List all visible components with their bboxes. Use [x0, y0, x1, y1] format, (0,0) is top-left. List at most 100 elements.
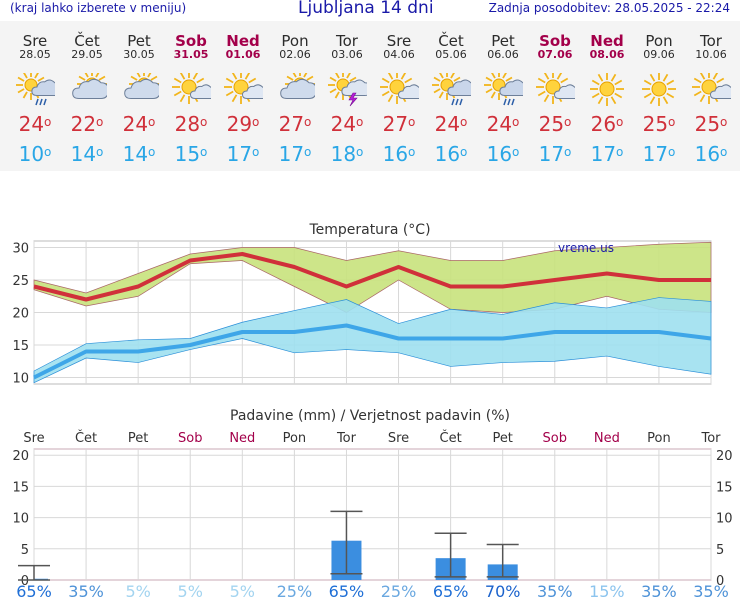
sun-cloud-rain-icon — [484, 73, 523, 106]
sun-cloud-rain-icon — [16, 73, 55, 106]
y-tick-label: 5 — [21, 543, 29, 558]
max-temperature: 24o — [122, 112, 156, 136]
sun-small-cloud-icon — [224, 73, 263, 104]
min-temperature: 16o — [382, 142, 416, 166]
day-date: 31.05 — [173, 48, 209, 61]
top-bar: (kraj lahko izberete v meniju) Ljubljana… — [0, 0, 740, 21]
precipitation-probability: 5% — [178, 582, 203, 600]
watermark: vreme.us — [558, 241, 614, 255]
day-name: Tor — [700, 32, 722, 50]
precipitation-probability: 35% — [693, 582, 729, 600]
day-name: Pon — [281, 32, 309, 50]
min-temperature-range-band — [33, 297, 712, 384]
day-column: Sob 07.06 25o 17o — [529, 21, 581, 171]
precipitation-probability: 35% — [641, 582, 677, 600]
y-tick-label-right: 0 — [716, 574, 724, 589]
precipitation-probability: 65% — [433, 582, 469, 600]
day-date: 01.06 — [225, 48, 261, 61]
daily-forecast-panel: Sre 28.05 24o 10o Čet 29.05 22o 14o Pet 30.05 24o 1… — [0, 21, 740, 171]
day-date: 10.06 — [695, 48, 727, 61]
day-date: 06.06 — [487, 48, 519, 61]
y-tick-label: 25 — [12, 274, 29, 289]
day-date: 07.06 — [537, 48, 573, 61]
last-updated: Zadnja posodobitev: 28.05.2025 - 22:24 — [488, 1, 730, 15]
day-column: Tor 10.06 25o 16o — [685, 21, 737, 171]
min-temperature: 14o — [70, 142, 104, 166]
max-temperature: 27o — [382, 112, 416, 136]
x-category-label: Pon — [283, 431, 307, 446]
day-name: Ned — [590, 32, 624, 50]
day-date: 29.05 — [71, 48, 103, 61]
location-menu-hint[interactable]: (kraj lahko izberete v meniju) — [10, 1, 187, 15]
min-temperature: 17o — [590, 142, 624, 166]
day-date: 03.06 — [331, 48, 363, 61]
max-temperature: 25o — [642, 112, 676, 136]
x-category-label: Sre — [23, 431, 44, 446]
precipitation-probability: 15% — [589, 582, 625, 600]
precipitation-probability: 70% — [485, 582, 521, 600]
day-name: Pon — [645, 32, 673, 50]
day-name: Pet — [491, 32, 515, 50]
y-tick-label: 20 — [12, 307, 29, 322]
min-temperature: 14o — [122, 142, 156, 166]
x-category-label: Pet — [492, 431, 512, 446]
precipitation-probability: 25% — [277, 582, 313, 600]
y-tick-label-right: 15 — [716, 480, 733, 495]
y-tick-label-right: 20 — [716, 449, 733, 464]
x-category-label: Sob — [543, 431, 567, 446]
day-column: Pet 30.05 24o 14o — [113, 21, 165, 171]
x-category-label: Pon — [647, 431, 671, 446]
y-tick-label: 10 — [12, 372, 29, 387]
sun-cloud-icon — [124, 73, 159, 99]
sun-cloud-icon — [280, 73, 315, 99]
day-date: 30.05 — [123, 48, 155, 61]
sun-cloud-rain-icon — [432, 73, 471, 106]
day-column: Ned 01.06 29o 17o — [217, 21, 269, 171]
day-column: Sre 04.06 27o 16o — [373, 21, 425, 171]
day-column: Tor 03.06 24o 18o — [321, 21, 373, 171]
min-temperature: 17o — [642, 142, 676, 166]
day-name: Sob — [539, 32, 571, 50]
precipitation-probability: 65% — [329, 582, 365, 600]
sun-icon — [642, 73, 676, 106]
day-name: Pet — [127, 32, 151, 50]
precipitation-probability: 35% — [68, 582, 104, 600]
precipitation-probability: 35% — [537, 582, 573, 600]
day-name: Sre — [386, 32, 412, 50]
max-temperature: 24o — [330, 112, 364, 136]
sun-cloud-icon — [72, 73, 107, 99]
day-date: 02.06 — [279, 48, 311, 61]
y-tick-label: 20 — [12, 449, 29, 464]
max-temperature: 24o — [434, 112, 468, 136]
min-temperature: 18o — [330, 142, 364, 166]
x-category-label: Sre — [388, 431, 409, 446]
min-temperature: 16o — [694, 142, 728, 166]
sun-icon — [590, 73, 624, 106]
min-temperature: 15o — [174, 142, 208, 166]
min-temperature: 17o — [226, 142, 260, 166]
max-temperature: 27o — [278, 112, 312, 136]
max-temperature: 25o — [538, 112, 572, 136]
min-temperature: 17o — [538, 142, 572, 166]
day-name: Tor — [336, 32, 358, 50]
min-temperature: 16o — [486, 142, 520, 166]
sun-small-cloud-icon — [536, 73, 575, 104]
day-name: Sre — [22, 32, 48, 50]
day-column: Sob 31.05 28o 15o — [165, 21, 217, 171]
max-temperature: 25o — [694, 112, 728, 136]
precipitation-probability: 5% — [230, 582, 255, 600]
x-category-label: Sob — [178, 431, 202, 446]
day-date: 04.06 — [383, 48, 415, 61]
y-tick-label: 15 — [12, 339, 29, 354]
min-temperature: 10o — [18, 142, 52, 166]
day-name: Sob — [175, 32, 207, 50]
max-temperature: 24o — [486, 112, 520, 136]
day-name: Čet — [438, 32, 464, 50]
sun-cloud-thunder-icon — [328, 73, 367, 107]
min-temperature: 17o — [278, 142, 312, 166]
max-temperature: 29o — [226, 112, 260, 136]
max-temperature: 26o — [590, 112, 624, 136]
precipitation-chart-title: Padavine (mm) / Verjetnost padavin (%) — [230, 408, 510, 424]
max-temperature: 28o — [174, 112, 208, 136]
min-temperature-line — [33, 323, 712, 380]
